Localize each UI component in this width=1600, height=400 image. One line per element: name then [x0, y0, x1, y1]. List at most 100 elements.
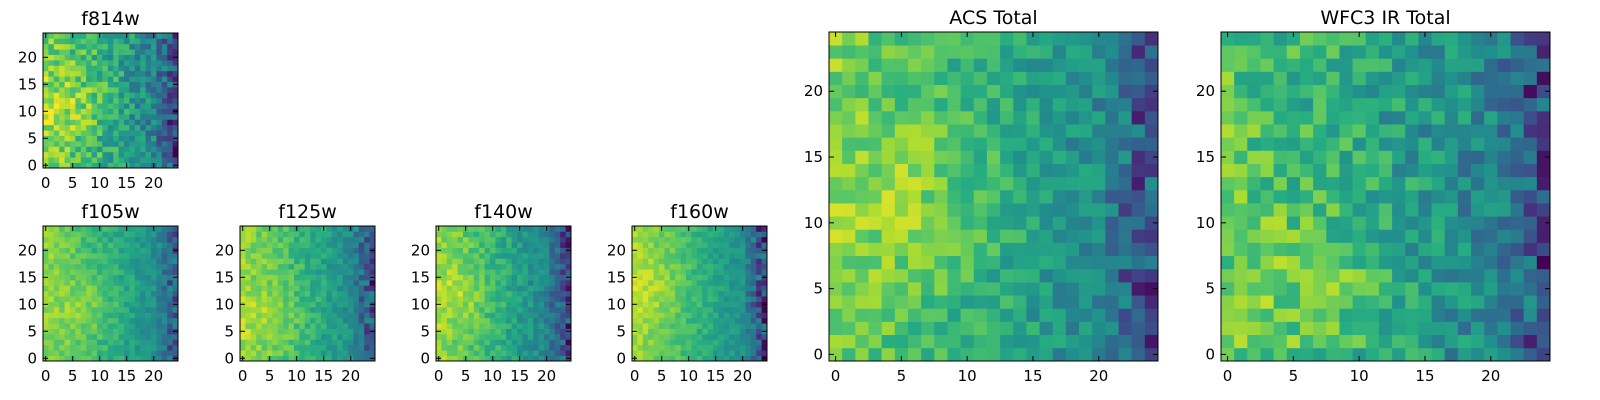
heatmap-cell [53, 236, 60, 243]
heatmap-cell [723, 274, 730, 281]
heatmap-cell [113, 38, 119, 45]
heatmap-cell [321, 312, 327, 319]
heatmap-cell [921, 163, 935, 178]
heatmap-cell [740, 263, 746, 270]
heatmap-cell [353, 290, 360, 297]
heatmap-cell [102, 253, 109, 259]
axes-frame [42, 225, 179, 362]
heatmap-cell [86, 317, 92, 324]
heatmap-cell [560, 307, 566, 313]
heatmap-cell [91, 38, 98, 45]
heatmap-cell [124, 114, 130, 120]
heatmap-cell [560, 290, 566, 297]
heatmap-cell [53, 226, 60, 232]
heatmap-cell [500, 307, 507, 313]
heatmap-cell [1378, 58, 1393, 72]
heatmap-cell [934, 308, 948, 322]
heatmap-cell [107, 290, 114, 297]
heatmap-cell [1444, 97, 1459, 112]
heatmap-cell [283, 253, 289, 259]
heatmap-cell [156, 350, 163, 356]
heatmap-cell [637, 290, 644, 297]
heatmap-cell [156, 65, 163, 72]
heatmap-cell [331, 242, 338, 248]
heatmap-cell [321, 290, 327, 297]
heatmap-cell [134, 328, 141, 335]
heatmap-cell [960, 45, 975, 59]
heatmap-cell [842, 71, 856, 85]
heatmap-cell [1105, 124, 1119, 138]
heatmap-cell [484, 339, 491, 346]
heatmap-cell [1247, 216, 1261, 230]
heatmap-cell [1234, 203, 1248, 217]
heatmap-cell [868, 97, 882, 112]
heatmap-cell [310, 339, 316, 346]
heatmap-cell [86, 54, 92, 61]
heatmap-cell [70, 157, 76, 163]
heatmap-cell [473, 290, 480, 297]
heatmap-cell [161, 317, 168, 324]
heatmap-cell [691, 280, 698, 286]
heatmap-cell [261, 226, 268, 232]
heatmap-cell [75, 108, 82, 115]
heatmap-cell [1497, 229, 1511, 243]
heatmap-cell [70, 92, 76, 99]
heatmap-cell [261, 253, 268, 259]
heatmap-cell [364, 334, 370, 340]
heatmap-cell [1510, 71, 1525, 85]
heatmap-cell [140, 124, 146, 131]
heatmap-cell [59, 65, 65, 72]
heatmap-cell [1092, 229, 1106, 243]
heatmap-cell [527, 226, 534, 232]
heatmap-cell [921, 229, 935, 243]
heatmap-cell [756, 242, 762, 248]
heatmap-cell [554, 307, 561, 313]
heatmap-cell [653, 296, 660, 302]
heatmap-cell [102, 334, 109, 340]
heatmap-cell [288, 312, 295, 319]
heatmap-cell [1000, 268, 1014, 283]
heatmap-cell [1365, 58, 1380, 72]
heatmap-cell [1457, 268, 1472, 283]
heatmap-cell [59, 157, 65, 163]
heatmap-cell [145, 108, 152, 115]
heatmap-cell [267, 274, 273, 281]
heatmap-cell [80, 130, 87, 136]
heatmap-cell [669, 236, 676, 243]
heatmap-cell [64, 81, 71, 88]
heatmap-cell [664, 280, 671, 286]
heatmap-cell [457, 263, 464, 270]
heatmap-cell [1510, 282, 1525, 296]
heatmap-cell [288, 231, 295, 238]
heatmap-cell [272, 350, 279, 356]
heatmap-cell [283, 226, 289, 232]
heatmap-cell [527, 285, 534, 292]
heatmap-cell [517, 253, 523, 259]
heatmap-cell [745, 258, 752, 265]
heatmap-cell [1484, 216, 1498, 230]
heatmap-cell [129, 344, 136, 351]
heatmap-cell [1144, 189, 1159, 204]
heatmap-cell [118, 54, 125, 61]
heatmap-cell [43, 151, 49, 158]
heatmap-cell [48, 151, 55, 158]
heatmap-cell [484, 242, 491, 248]
heatmap-cell [107, 97, 114, 104]
y-tick-label: 20 [411, 241, 430, 259]
heatmap-cell [452, 242, 458, 248]
heatmap-cell [91, 263, 98, 270]
heatmap-cell [75, 312, 82, 319]
heatmap-cell [1405, 242, 1419, 257]
heatmap-cell [829, 32, 843, 46]
heatmap-cell [161, 81, 168, 88]
heatmap-cell [756, 339, 762, 346]
heatmap-cell [829, 216, 843, 230]
heatmap-cell [1418, 321, 1432, 336]
heatmap-cell [43, 263, 49, 270]
y-tick-label: 0 [27, 349, 37, 367]
heatmap-cell [1286, 58, 1301, 72]
heatmap-cell [659, 307, 665, 313]
heatmap-cell [1405, 32, 1419, 46]
heatmap-cell [245, 344, 252, 351]
heatmap-cell [1510, 321, 1525, 336]
